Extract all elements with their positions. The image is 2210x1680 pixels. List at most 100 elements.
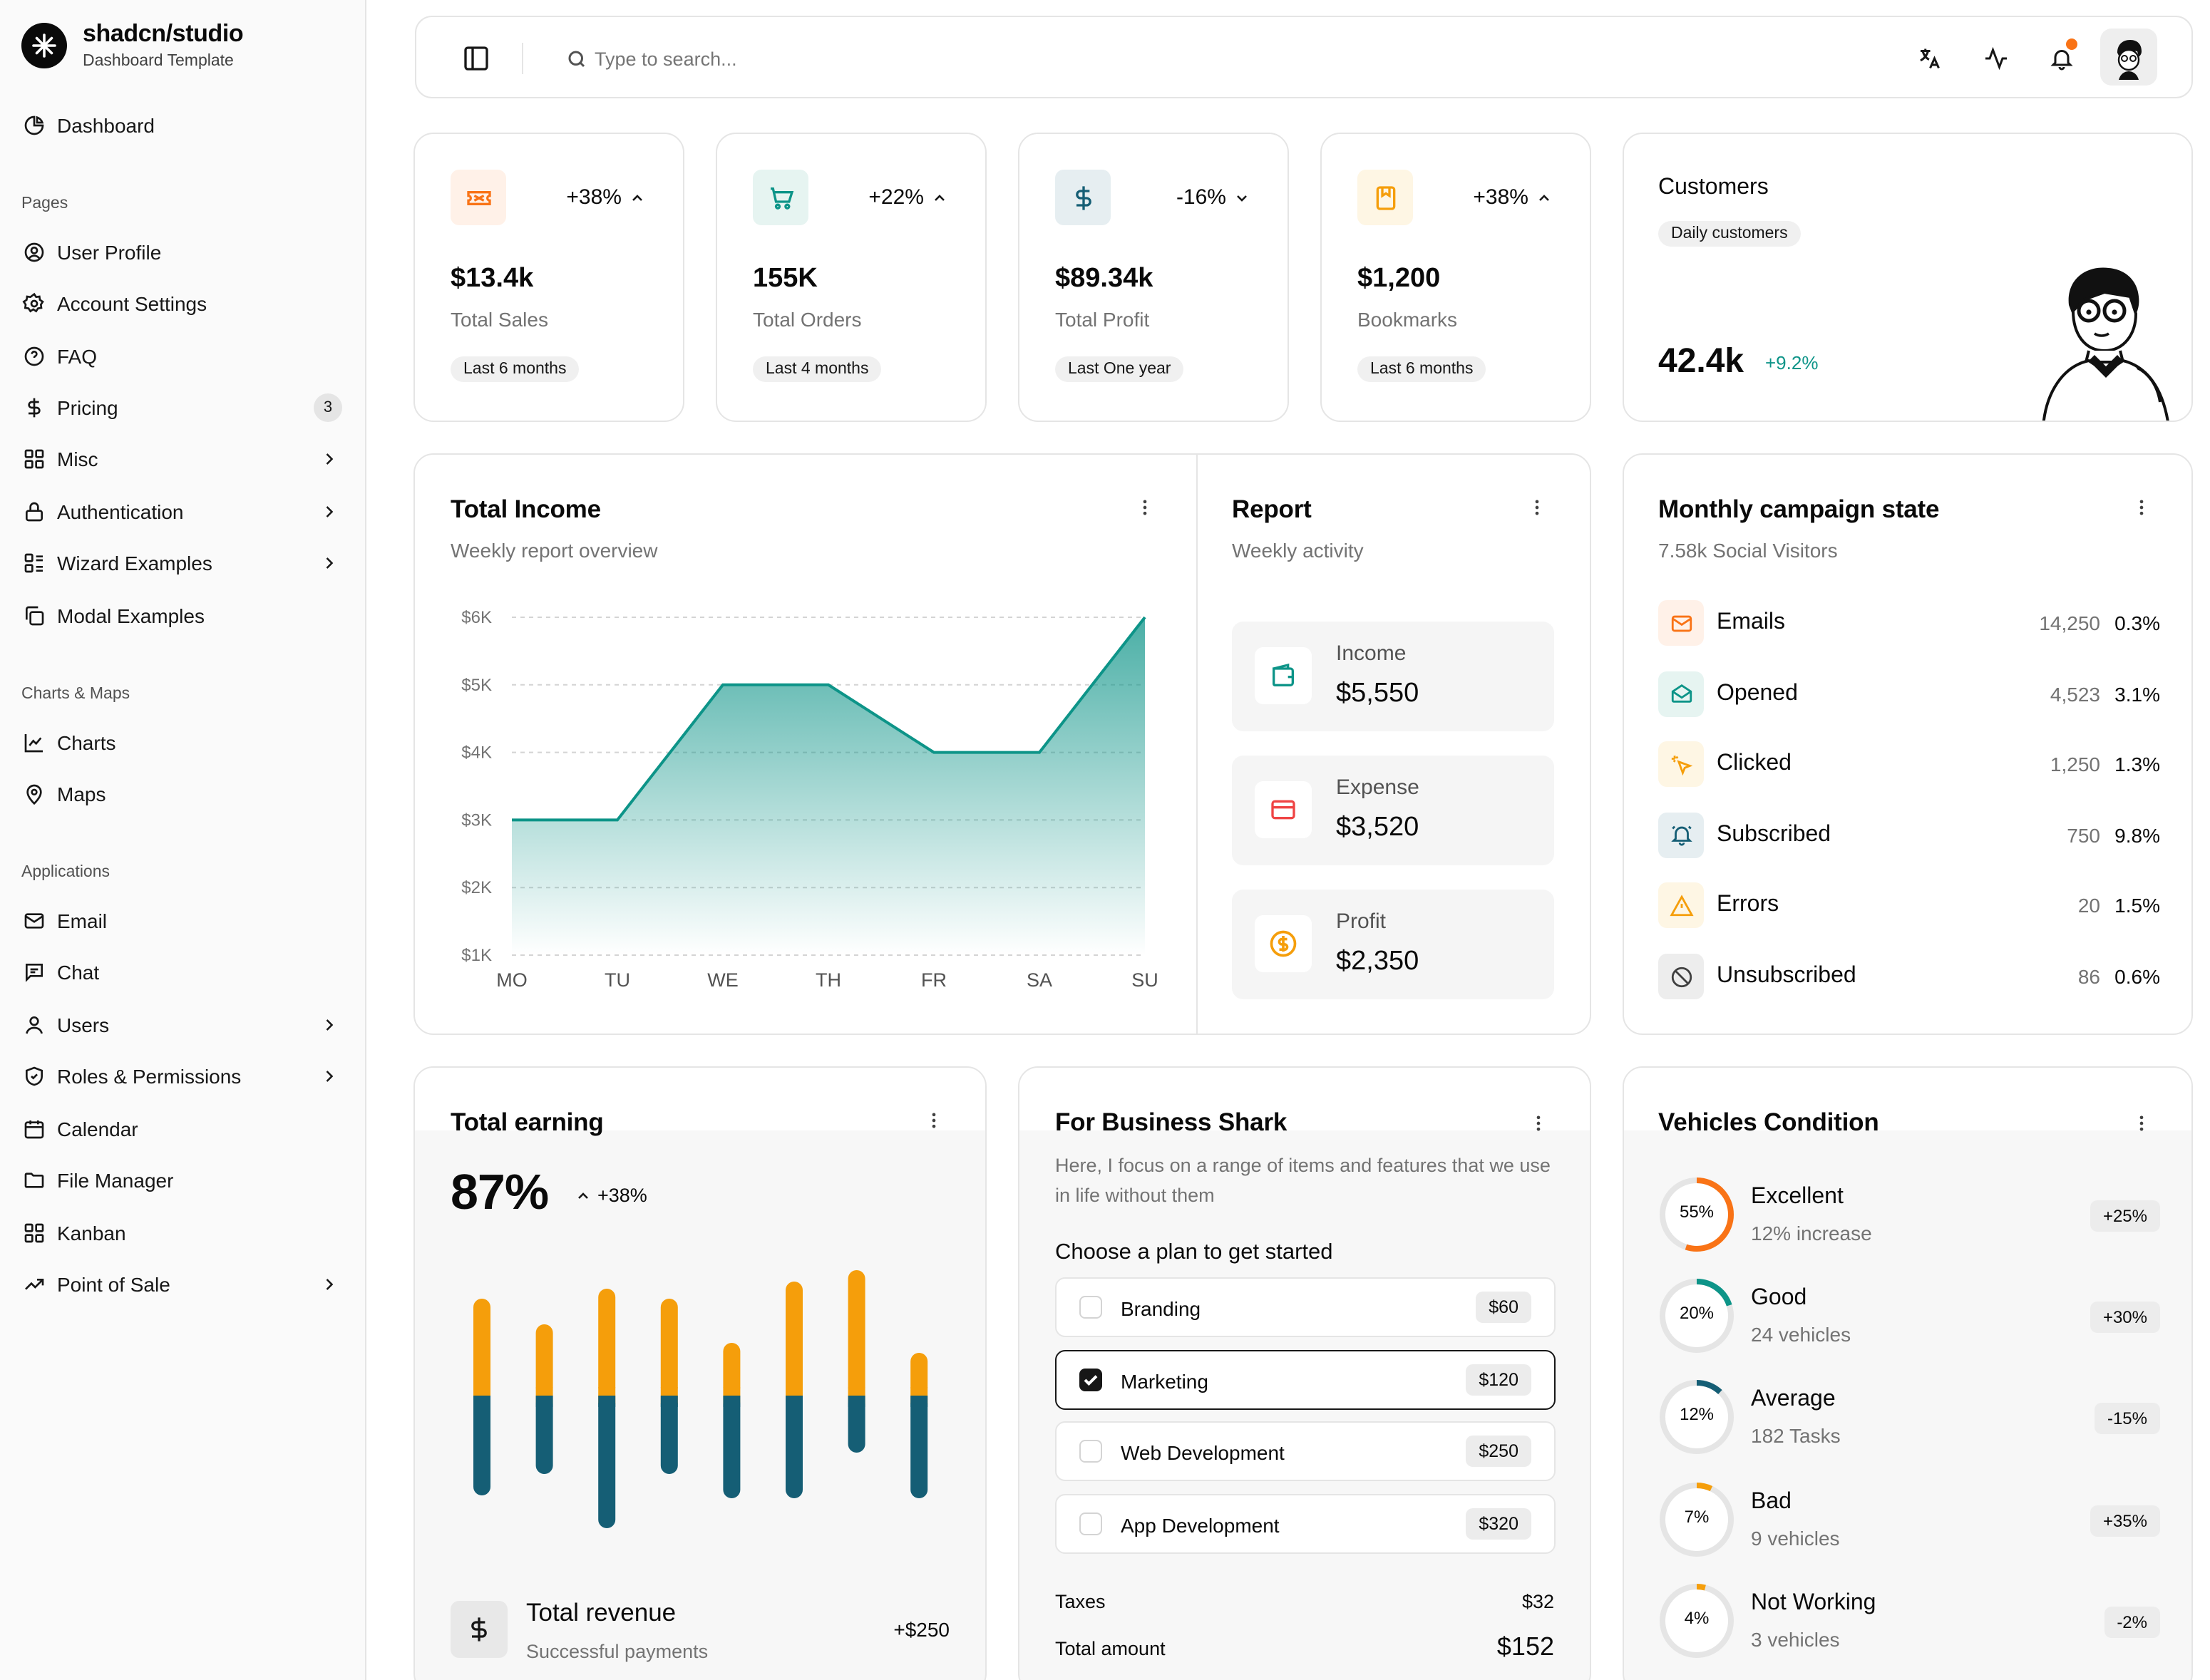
sidebar-item-dashboard[interactable]: Dashboard [11, 104, 354, 147]
sidebar-toggle-icon[interactable] [462, 44, 490, 73]
earning-bar-top [473, 1299, 490, 1396]
earning-bar-top [535, 1324, 553, 1396]
sidebar-item-roles-permissions[interactable]: Roles & Permissions [11, 1055, 354, 1098]
stat-change-value: +22% [868, 185, 924, 210]
stat-card-total-profit: -16% $89.34k Total Profit Last One year [1018, 133, 1289, 422]
sidebar-item-misc[interactable]: Misc [11, 438, 354, 480]
brand[interactable]: shadcn/studio Dashboard Template [21, 20, 244, 70]
sidebar-item-label: Point of Sale [57, 1273, 170, 1296]
check-icon [1084, 1374, 1098, 1386]
sidebar-item-point-of-sale[interactable]: Point of Sale [11, 1263, 354, 1306]
sidebar-item-kanban[interactable]: Kanban [11, 1212, 354, 1254]
campaign-count: 1,250 [2050, 753, 2100, 776]
income-area-chart: $1K $2K $3K $4K $5K $6K MO TU WE TH FR SA SU [461, 608, 1158, 991]
sidebar-item-maps[interactable]: Maps [11, 773, 354, 815]
x-tick-label: WE [707, 969, 739, 991]
x-tick-label: MO [496, 969, 528, 991]
vehicle-subtitle: 3 vehicles [1751, 1627, 1840, 1651]
sidebar-item-chat[interactable]: Chat [11, 951, 354, 994]
vehicle-percent: 55% [1679, 1202, 1715, 1222]
stat-period-badge: Last One year [1055, 356, 1184, 382]
vehicle-progress-ring [1660, 1279, 1734, 1354]
vehicle-name: Bad [1751, 1489, 1792, 1514]
campaign-label: Subscribed [1717, 822, 1831, 847]
sidebar-item-email[interactable]: Email [11, 900, 354, 942]
business-card-header [1019, 1068, 1590, 1130]
sidebar-item-account-settings[interactable]: Account Settings [11, 282, 354, 325]
sidebar-item-calendar[interactable]: Calendar [11, 1108, 354, 1150]
plan-checkbox[interactable] [1079, 1296, 1102, 1319]
plan-option-app-development[interactable]: App Development $320 [1055, 1494, 1556, 1555]
coin-icon [1255, 915, 1312, 972]
user-icon [26, 1016, 43, 1034]
folder-icon [24, 1173, 44, 1188]
ticket-icon [451, 170, 506, 225]
more-vertical-icon[interactable] [1135, 498, 1155, 517]
stat-card-total-sales: +38% $13.4k Total Sales Last 6 months [413, 133, 684, 422]
plan-checkbox[interactable] [1079, 1368, 1102, 1391]
plan-option-branding[interactable]: Branding $60 [1055, 1277, 1556, 1337]
plan-checkbox[interactable] [1079, 1440, 1102, 1463]
earning-bar-top [848, 1270, 865, 1396]
sidebar-item-label: File Manager [57, 1169, 174, 1192]
dollar-icon [28, 398, 41, 418]
campaign-row: Errors 20 1.5% [1658, 882, 2160, 929]
plan-checkbox[interactable] [1079, 1512, 1102, 1536]
translate-icon[interactable] [1916, 46, 1942, 71]
sidebar-item-pricing[interactable]: Pricing 3 [11, 386, 354, 429]
sidebar-item-file-manager[interactable]: File Manager [11, 1159, 354, 1202]
pointer-click-icon [1658, 741, 1704, 788]
stat-change: +38% [1473, 185, 1553, 210]
income-subtitle: Weekly report overview [451, 539, 658, 562]
sidebar-item-users[interactable]: Users [11, 1004, 354, 1046]
customers-value: 42.4k [1658, 342, 1744, 381]
sidebar-item-label: Kanban [57, 1222, 126, 1244]
more-vertical-icon[interactable] [1528, 1113, 1548, 1133]
earning-bar-joint [535, 1396, 553, 1407]
y-tick-label: $3K [461, 810, 492, 830]
activity-icon[interactable] [1983, 46, 2009, 71]
divider [522, 43, 523, 74]
pricing-badge: 3 [314, 393, 342, 422]
plan-price-badge: $320 [1466, 1508, 1531, 1540]
earning-bar-bottom [848, 1396, 865, 1453]
sidebar-item-label: Dashboard [57, 114, 155, 137]
campaign-subtitle: 7.58k Social Visitors [1658, 539, 1838, 562]
chevron-up-icon [935, 194, 945, 200]
more-vertical-icon[interactable] [924, 1110, 944, 1130]
sidebar-item-label: Calendar [57, 1118, 138, 1140]
sidebar-item-label: Pricing [57, 396, 118, 419]
sidebar-item-authentication[interactable]: Authentication [11, 490, 354, 533]
cart-icon [753, 170, 808, 225]
vehicle-subtitle: 24 vehicles [1751, 1323, 1851, 1346]
earning-bar-joint [598, 1396, 616, 1407]
group-label-applications: Applications [21, 864, 110, 881]
sidebar-item-charts[interactable]: Charts [11, 721, 354, 764]
earning-title: Total earning [451, 1108, 604, 1136]
line-chart-icon [24, 734, 43, 753]
more-vertical-icon[interactable] [1527, 498, 1547, 517]
sidebar-item-wizard-examples[interactable]: Wizard Examples [11, 542, 354, 584]
user-circle-icon [24, 242, 44, 262]
earning-value: 87% [451, 1165, 549, 1220]
plan-option-web-development[interactable]: Web Development $250 [1055, 1421, 1556, 1482]
vehicle-name: Average [1751, 1387, 1836, 1412]
search-input[interactable] [595, 43, 1165, 74]
divider [1196, 455, 1198, 1034]
stat-period-badge: Last 6 months [451, 356, 580, 382]
sidebar-item-modal-examples[interactable]: Modal Examples [11, 594, 354, 637]
sidebar-item-user-profile[interactable]: User Profile [11, 231, 354, 274]
income-title: Total Income [451, 495, 601, 523]
trending-up-icon [25, 1279, 44, 1290]
vehicles-title: Vehicles Condition [1658, 1108, 1879, 1136]
bell-icon[interactable] [2049, 46, 2075, 71]
more-vertical-icon[interactable] [2132, 1113, 2152, 1133]
vehicle-percent: 20% [1679, 1303, 1715, 1324]
more-vertical-icon[interactable] [2132, 498, 2152, 517]
sidebar-item-faq[interactable]: FAQ [11, 335, 354, 378]
character-illustration-icon [2042, 267, 2169, 421]
vehicle-change-badge: +35% [2090, 1505, 2160, 1537]
avatar[interactable] [2100, 29, 2157, 86]
plan-option-marketing[interactable]: Marketing $120 [1055, 1349, 1556, 1410]
taxes-label: Taxes [1055, 1591, 1106, 1612]
